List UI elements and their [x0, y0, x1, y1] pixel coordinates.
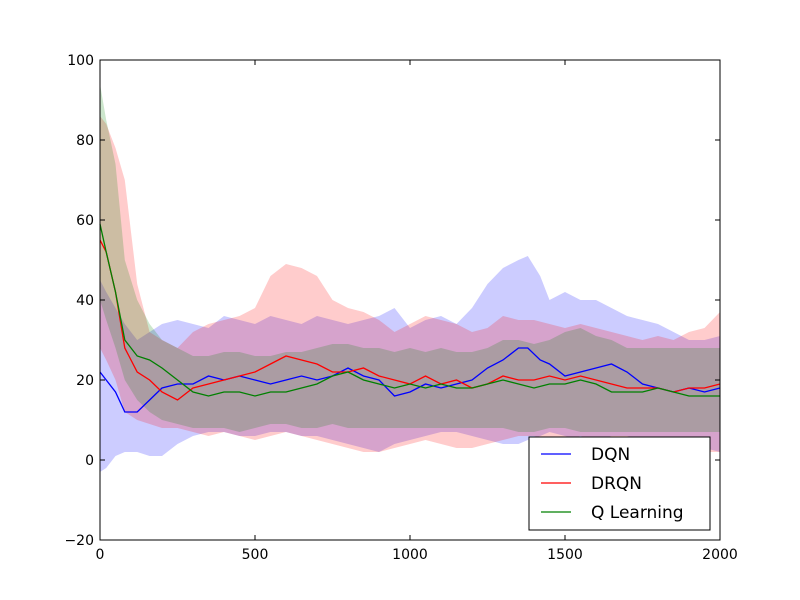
y-axis: −20 0 20 40 60 80 100 — [64, 53, 720, 549]
legend-label-q-learning: Q Learning — [591, 503, 684, 523]
drqn-band — [100, 116, 720, 452]
q-learning-band — [100, 84, 720, 432]
x-axis: 0 500 1000 1500 2000 — [96, 60, 738, 563]
x-tick-label: 0 — [96, 547, 105, 563]
confidence-bands — [100, 84, 720, 472]
x-tick-label: 1500 — [547, 547, 583, 563]
dqn-line — [99, 347, 721, 413]
y-tick-label: 0 — [85, 453, 94, 469]
legend-label-dqn: DQN — [591, 445, 630, 465]
series-lines — [99, 223, 721, 413]
x-tick-label: 500 — [242, 547, 269, 563]
drqn-line — [99, 239, 721, 401]
y-tick-label: 100 — [67, 53, 94, 69]
x-tick-label: 1000 — [392, 547, 428, 563]
y-tick-label: 20 — [76, 373, 94, 389]
q-learning-line — [99, 223, 720, 397]
y-tick-label: 40 — [76, 293, 94, 309]
legend: DQN DRQN Q Learning — [528, 436, 711, 531]
x-tick-label: 2000 — [702, 547, 738, 563]
y-tick-label: 80 — [76, 133, 94, 149]
y-tick-label: −20 — [64, 533, 94, 549]
dqn-band — [100, 256, 720, 472]
legend-label-drqn: DRQN — [591, 474, 642, 494]
y-tick-label: 60 — [76, 213, 94, 229]
